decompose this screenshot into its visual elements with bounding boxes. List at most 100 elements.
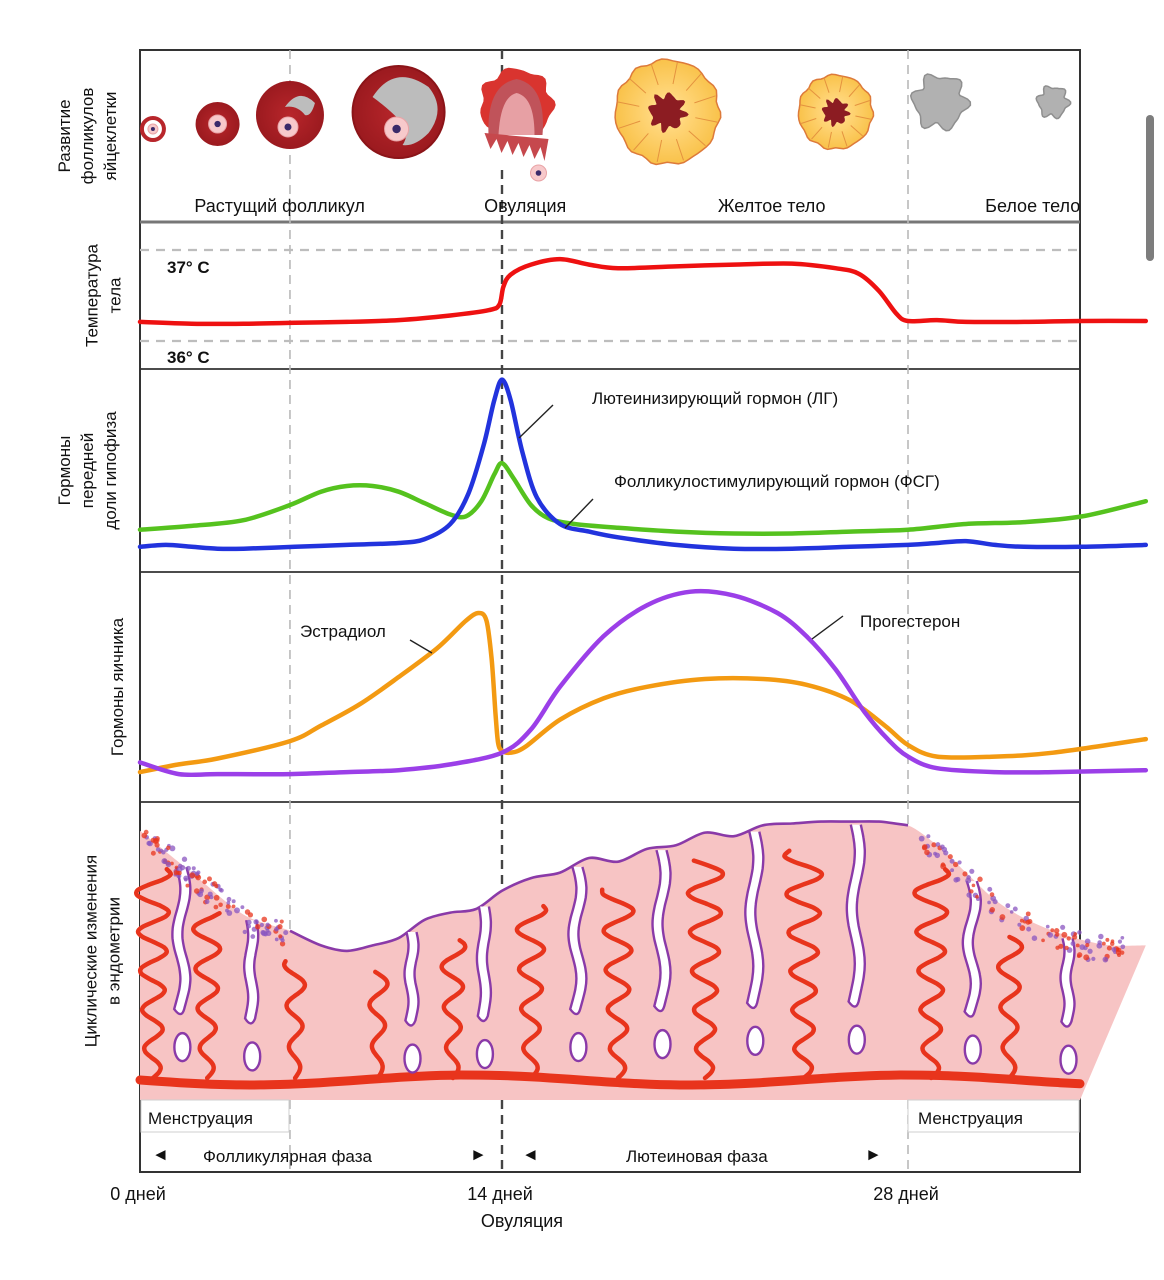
corpus-luteum-septum	[855, 115, 872, 120]
y-axis-label: Гормоны	[55, 436, 74, 506]
shedding-debris	[161, 858, 168, 865]
shedding-debris	[278, 934, 283, 939]
shedding-debris	[274, 926, 279, 932]
ovarian-hormones-panel: Эстрадиол Прогестерон	[137, 588, 1149, 778]
shedding-debris	[254, 923, 261, 930]
shedding-debris	[234, 907, 240, 914]
shedding-debris	[231, 899, 236, 904]
follicle-stage-label: Желтое тело	[718, 196, 826, 216]
shedding-debris	[152, 838, 159, 844]
shedding-debris	[211, 881, 218, 887]
uterine-gland	[744, 831, 765, 1010]
follicle-granulosa	[255, 81, 324, 149]
spiral-artery	[685, 858, 726, 1081]
shedding-debris	[226, 900, 231, 905]
shedding-debris	[181, 856, 188, 862]
oocyte-nucleus	[284, 123, 292, 131]
uterine-gland	[567, 866, 588, 1016]
shedding-debris	[197, 891, 204, 898]
corpus-albicans-body	[909, 73, 972, 132]
shedding-debris	[246, 924, 252, 929]
shedding-debris	[992, 899, 998, 905]
shedding-debris	[274, 937, 279, 942]
follicle-stage-primary	[195, 102, 240, 146]
shedding-debris	[989, 907, 996, 913]
shedding-debris	[1031, 935, 1038, 941]
corpus-luteum-septum	[618, 120, 641, 129]
shedding-debris	[265, 922, 270, 927]
vertical-scrollbar[interactable]	[1146, 115, 1154, 261]
shedding-debris	[250, 934, 256, 939]
shedding-debris	[225, 903, 231, 909]
shedding-debris	[999, 914, 1006, 921]
x-tick-label: 14 дней	[467, 1184, 533, 1204]
shedding-debris	[926, 834, 931, 839]
shedding-debris	[922, 844, 928, 850]
shedding-debris	[971, 883, 976, 888]
progesterone-label: Прогестерон	[860, 612, 960, 631]
estradiol-leader-line	[409, 639, 433, 654]
lh-line	[137, 377, 1149, 552]
spiral-artery	[912, 867, 952, 1081]
corpus-luteum-septum	[685, 73, 702, 91]
follicle-stage-primordial	[139, 116, 166, 142]
ylabel-follicles: Развитие фолликулов яйцеклетки	[55, 88, 120, 185]
y-axis-label: фолликулов	[78, 88, 97, 185]
ruptured-follicle-core	[498, 93, 535, 135]
follicular-arrow-left: ◄	[152, 1145, 169, 1164]
y-axis-label: тела	[106, 277, 125, 313]
spiral-artery	[133, 866, 173, 1081]
shedding-debris	[1111, 947, 1117, 952]
shedding-debris	[226, 896, 232, 902]
corpus-luteum-septum	[848, 84, 860, 98]
corpus-luteum-septum	[823, 77, 830, 93]
shedding-debris	[280, 938, 285, 943]
shedding-debris	[279, 919, 284, 924]
uterine-gland	[403, 931, 420, 1027]
shedding-debris	[957, 860, 962, 865]
shedding-debris	[1060, 924, 1066, 930]
shedding-debris	[1019, 918, 1024, 923]
x-sublabel-ovulation: Овуляция	[481, 1211, 563, 1231]
follicle-antrum	[284, 95, 315, 116]
follicle-stage-corpus-luteum	[614, 58, 722, 166]
spiral-artery	[514, 903, 549, 1081]
shedding-debris	[169, 845, 176, 852]
uterine-gland	[242, 919, 260, 1025]
follicle-stage-graafian	[351, 65, 446, 159]
corpus-luteum-core	[648, 92, 689, 133]
shedding-debris	[1120, 950, 1125, 955]
estradiol-label: Эстрадиол	[300, 622, 386, 641]
shedding-debris	[969, 889, 974, 894]
gland-cross-section	[746, 1025, 765, 1057]
follicle-antrum	[372, 77, 438, 146]
oocyte-nucleus	[535, 170, 542, 176]
shedding-debris	[1070, 941, 1076, 946]
shedding-debris	[1116, 947, 1122, 953]
shedding-debris	[213, 894, 220, 901]
shedding-debris	[977, 876, 983, 882]
shedding-debris	[934, 852, 941, 859]
basal-vessel	[135, 1070, 1085, 1090]
corpus-luteum-septum	[650, 63, 659, 86]
gland-cross-section	[242, 1041, 262, 1072]
fsh-line	[137, 460, 1149, 536]
shedding-debris	[260, 930, 266, 936]
gland-cross-section	[569, 1031, 588, 1063]
spiral-artery	[599, 887, 636, 1081]
follicular-phase-label: Фолликулярная фаза	[203, 1147, 372, 1166]
shedding-debris	[1064, 945, 1069, 951]
shedding-debris	[231, 904, 236, 909]
gland-cross-section	[173, 1031, 192, 1063]
ylabel-pituitary: Гормоны передней доли гипофиза	[55, 411, 120, 530]
temperature-line	[137, 256, 1149, 327]
uterine-gland	[1059, 938, 1076, 1028]
shedding-debris	[966, 892, 972, 898]
lh-label: Лютеинизирующий гормон (ЛГ)	[592, 389, 838, 408]
shedding-debris	[185, 865, 191, 871]
endometrium-panel	[133, 820, 1146, 1100]
shedding-debris	[218, 902, 223, 908]
phase-strip: Менструация Менструация ◄ Фолликулярная фаз…	[140, 1099, 1080, 1173]
uterine-gland	[171, 866, 192, 1016]
shedding-debris	[193, 888, 200, 894]
